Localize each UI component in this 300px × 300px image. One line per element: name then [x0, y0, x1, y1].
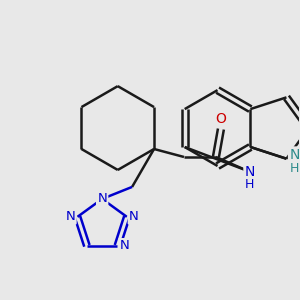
Text: H: H: [290, 162, 299, 175]
Text: N: N: [66, 210, 75, 223]
Text: N: N: [97, 192, 107, 206]
Text: N: N: [289, 148, 300, 162]
Text: N: N: [129, 210, 139, 223]
Text: N: N: [119, 239, 129, 252]
Text: H: H: [245, 178, 254, 191]
Text: N: N: [245, 165, 255, 179]
Text: O: O: [215, 112, 226, 126]
